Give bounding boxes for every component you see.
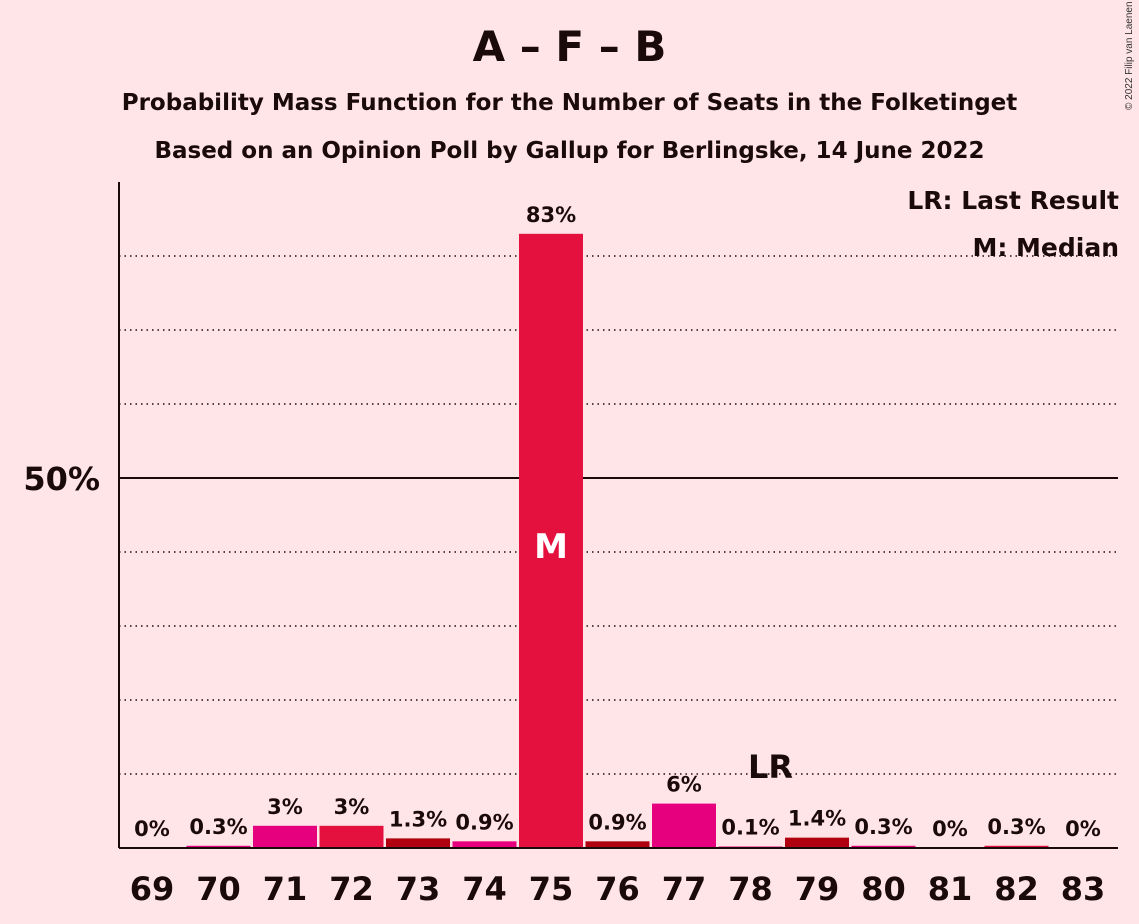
bar-71 bbox=[253, 825, 317, 848]
x-tick-label: 81 bbox=[928, 870, 973, 908]
x-tick-label: 78 bbox=[728, 870, 773, 908]
bar-value-label: 0.1% bbox=[721, 816, 779, 840]
bar-value-label: 0% bbox=[134, 817, 170, 841]
median-marker: M bbox=[534, 527, 568, 567]
bar-value-label: 1.3% bbox=[389, 807, 447, 831]
bar-75 bbox=[519, 233, 583, 849]
bar-value-label: 1.4% bbox=[788, 807, 846, 831]
bar-70 bbox=[186, 845, 251, 848]
x-tick-label: 76 bbox=[595, 870, 640, 908]
x-tick-label: 75 bbox=[529, 870, 574, 908]
bar-72 bbox=[319, 825, 384, 848]
chart-subtitle-1: Probability Mass Function for the Number… bbox=[121, 90, 1018, 116]
bar-77 bbox=[652, 803, 716, 848]
x-tick-label: 77 bbox=[662, 870, 707, 908]
y-tick-label: 50% bbox=[23, 460, 100, 498]
legend-last-result: LR: Last Result bbox=[907, 186, 1119, 215]
last-result-marker: LR bbox=[748, 748, 793, 786]
bar-value-label: 0.3% bbox=[987, 815, 1045, 839]
bar-73 bbox=[386, 838, 450, 848]
bar-value-label: 0% bbox=[1065, 817, 1101, 841]
bar-value-label: 0% bbox=[932, 817, 968, 841]
x-tick-label: 83 bbox=[1061, 870, 1106, 908]
bar-76 bbox=[585, 841, 650, 848]
chart-title: A – F – B bbox=[472, 22, 667, 71]
bar-79 bbox=[785, 837, 849, 848]
bar-74 bbox=[452, 841, 517, 848]
legend-median: M: Median bbox=[972, 233, 1119, 262]
x-tick-label: 73 bbox=[396, 870, 441, 908]
bar-value-label: 3% bbox=[267, 795, 303, 819]
x-tick-label: 79 bbox=[795, 870, 840, 908]
bar-value-label: 6% bbox=[666, 773, 702, 797]
bar-value-label: 83% bbox=[526, 203, 576, 227]
x-tick-label: 70 bbox=[196, 870, 241, 908]
x-tick-label: 72 bbox=[329, 870, 374, 908]
bar-value-label: 0.3% bbox=[854, 815, 912, 839]
chart-subtitle-2: Based on an Opinion Poll by Gallup for B… bbox=[154, 138, 985, 164]
bar-value-label: 0.9% bbox=[455, 810, 513, 834]
x-tick-label: 74 bbox=[462, 870, 507, 908]
bar-value-label: 0.9% bbox=[588, 810, 646, 834]
bar-value-label: 3% bbox=[334, 795, 370, 819]
x-tick-label: 69 bbox=[130, 870, 175, 908]
x-tick-label: 71 bbox=[263, 870, 308, 908]
bar-82 bbox=[984, 845, 1049, 848]
x-tick-label: 82 bbox=[994, 870, 1039, 908]
bar-80 bbox=[851, 845, 916, 848]
bar-value-label: 0.3% bbox=[189, 815, 247, 839]
x-tick-label: 80 bbox=[861, 870, 906, 908]
